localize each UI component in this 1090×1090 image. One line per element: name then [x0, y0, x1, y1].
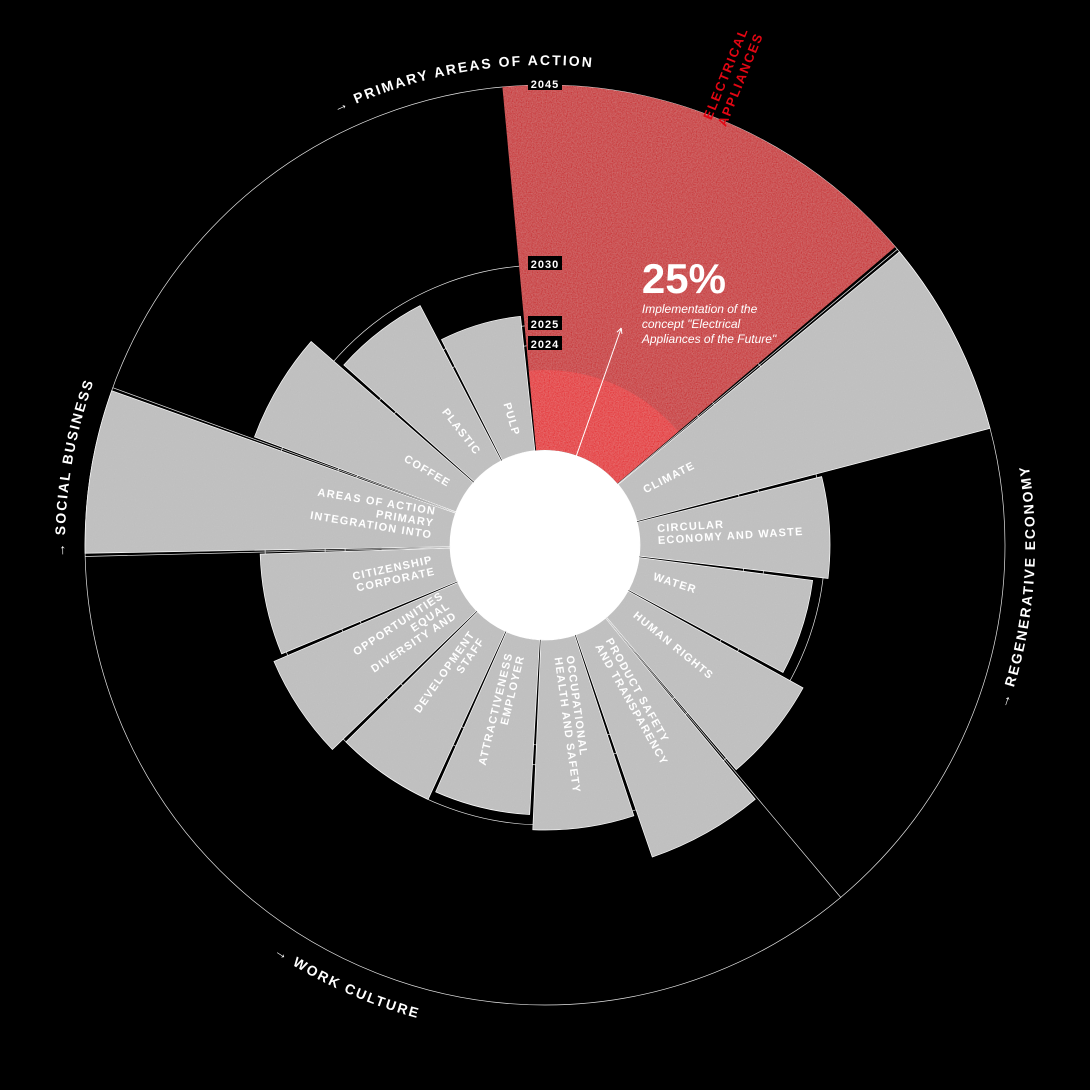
ring-label: 2045 — [531, 79, 559, 91]
polar-chart: → PRIMARY AREAS OF ACTION→ REGENERATIVE … — [0, 0, 1090, 1090]
ring-label: 2030 — [531, 259, 559, 271]
callout-text: Appliances of the Future" — [641, 332, 777, 346]
ring-label: 2024 — [531, 339, 559, 351]
callout-text: Implementation of the — [642, 302, 758, 316]
callout-text: concept "Electrical — [642, 317, 741, 331]
callout-percentage: 25% — [642, 255, 726, 302]
ring-label: 2025 — [531, 319, 559, 331]
